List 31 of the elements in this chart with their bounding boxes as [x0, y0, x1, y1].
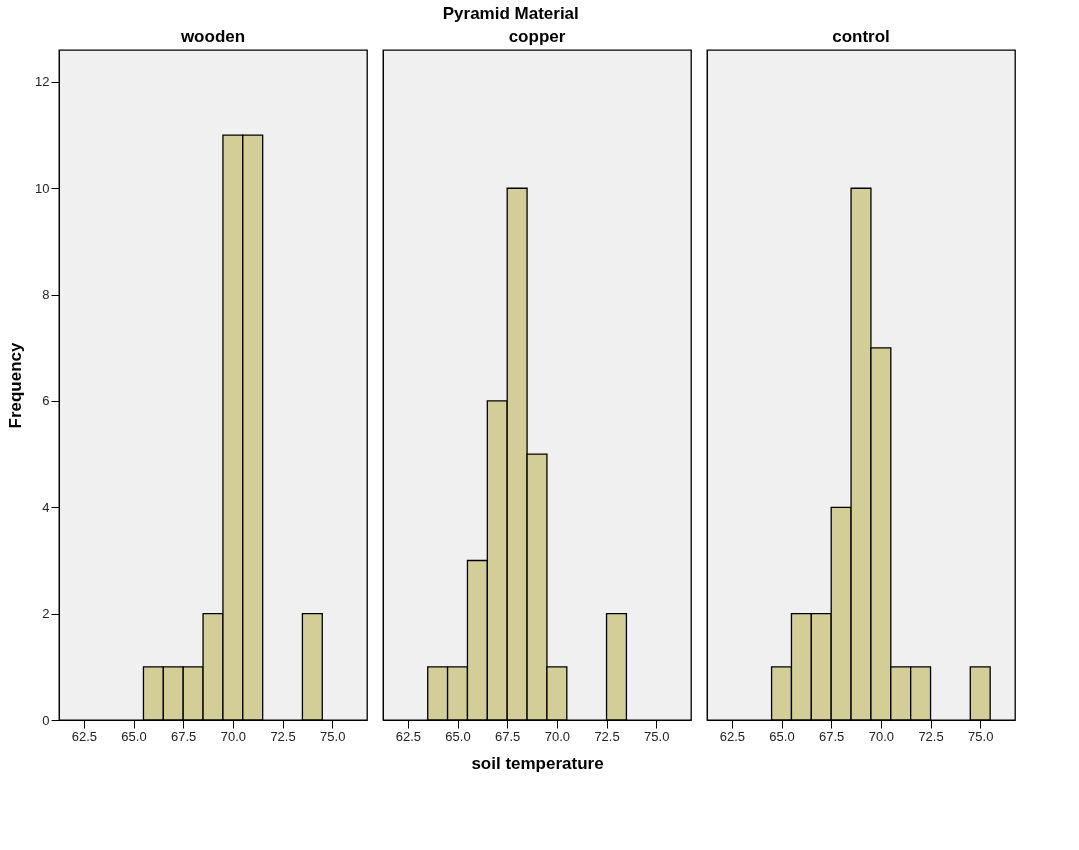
chart-title: copper [508, 27, 566, 46]
x-tick-label: 72.5 [270, 728, 296, 744]
y-tick-label: 4 [42, 499, 50, 515]
x-tick-label: 67.5 [495, 728, 521, 744]
chart-title: wooden [179, 27, 246, 46]
x-tick-label: 75.0 [320, 728, 346, 744]
y-tick-label: 8 [42, 287, 50, 303]
x-tick-label: 65.0 [769, 728, 795, 744]
x-tick-label: 65.0 [121, 728, 147, 744]
text: Pyramid Material [442, 4, 579, 24]
x-tick-label: 65.0 [445, 728, 471, 744]
x-axis-title: soil temperature [471, 753, 604, 773]
x-tick-label: 62.5 [719, 728, 745, 744]
x-tick-label: 70.0 [220, 728, 247, 744]
y-tick-label: 10 [35, 180, 50, 196]
x-tick-label: 75.0 [968, 728, 994, 744]
x-tick-label: 72.5 [594, 728, 620, 744]
y-tick-label: 12 [35, 74, 50, 90]
x-tick-label: 72.5 [918, 728, 944, 744]
chart-title: control [832, 27, 890, 46]
y-tick-label: 6 [42, 393, 50, 409]
x-tick-label: 70.0 [544, 728, 571, 744]
x-tick-label: 62.5 [71, 728, 97, 744]
x-tick-label: 67.5 [819, 728, 845, 744]
x-tick-label: 67.5 [171, 728, 197, 744]
x-tick-label: 70.0 [868, 728, 895, 744]
y-axis-title: Frequency [6, 341, 26, 429]
x-tick-label: 62.5 [395, 728, 421, 744]
y-tick-label: 2 [42, 606, 50, 622]
y-tick-label: 0 [42, 712, 50, 728]
x-tick-label: 75.0 [644, 728, 670, 744]
